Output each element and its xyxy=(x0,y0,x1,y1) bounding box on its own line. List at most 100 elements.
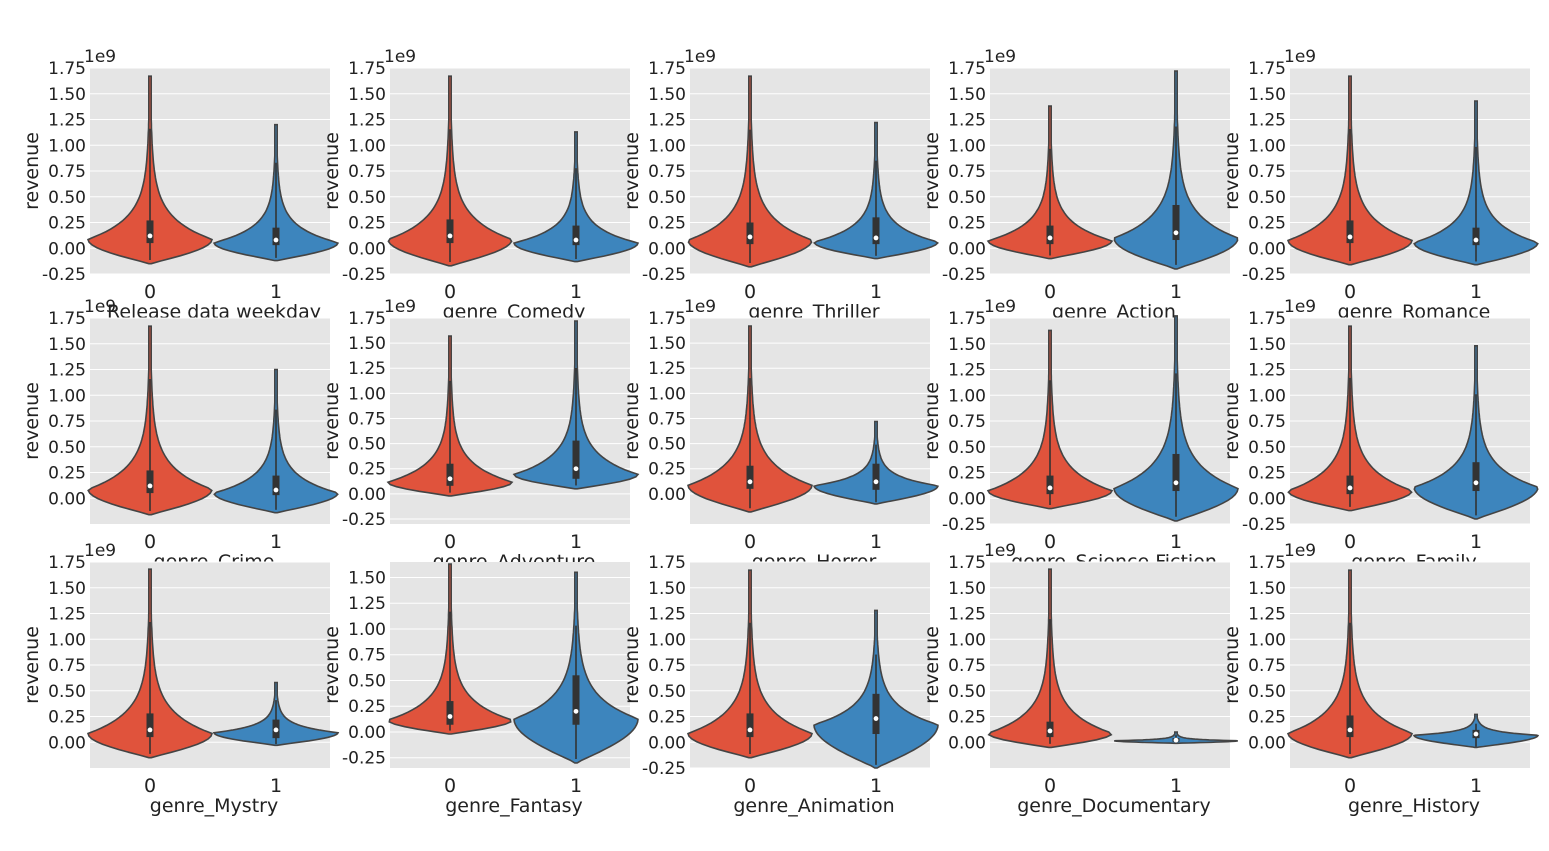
y-tick-label: 1.00 xyxy=(48,386,86,406)
y-tick-label: 0.75 xyxy=(348,409,386,429)
y-tick-label: 0.25 xyxy=(648,460,686,480)
y-axis-label: revenue xyxy=(621,382,643,460)
iqr-box xyxy=(746,713,754,738)
y-tick-label: 0.25 xyxy=(1248,708,1286,728)
median-dot xyxy=(147,727,153,733)
iqr-box xyxy=(572,675,580,725)
median-dot xyxy=(1047,235,1053,241)
y-tick-label: 0.00 xyxy=(348,723,386,743)
subplot: 1.75 1.50 1.25 1.00 0.75 0.50 0.25 0.00 -0.25 1e9… xyxy=(1221,47,1539,323)
offset-text: 1e9 xyxy=(684,297,716,317)
x-tick-label: 0 xyxy=(144,775,156,797)
subplot: 1.75 1.50 1.25 1.00 0.75 0.50 0.25 0.00 -0.25 1e9… xyxy=(321,297,640,573)
y-tick-label: 1.00 xyxy=(48,136,86,156)
x-tick-label: 1 xyxy=(1170,281,1182,303)
median-dot xyxy=(747,234,753,240)
y-tick-label: -0.25 xyxy=(42,265,86,285)
y-tick-label: 0.25 xyxy=(348,214,386,234)
iqr-box xyxy=(146,220,154,244)
median-dot xyxy=(273,487,279,493)
x-axis-label: genre_History xyxy=(1348,795,1480,817)
iqr-box xyxy=(272,227,280,246)
y-tick-label: 0.75 xyxy=(648,162,686,182)
median-dot xyxy=(1347,485,1353,491)
y-axis-label: revenue xyxy=(321,626,343,704)
y-tick-label: 1.50 xyxy=(348,85,386,105)
offset-text: 1e9 xyxy=(84,47,116,67)
y-tick-label: 0.00 xyxy=(648,733,686,753)
y-tick-label: 1.50 xyxy=(348,334,386,354)
x-tick-label: 0 xyxy=(744,531,756,553)
y-tick-label: 1.75 xyxy=(648,309,686,329)
median-dot xyxy=(873,716,879,721)
y-axis-label: revenue xyxy=(321,382,343,460)
y-tick-label: 1.75 xyxy=(648,553,686,573)
y-axis-label: revenue xyxy=(1221,626,1243,704)
y-tick-label: 0.00 xyxy=(348,485,386,505)
median-dot xyxy=(1047,485,1053,491)
iqr-box xyxy=(1472,462,1480,492)
y-tick-label: -0.25 xyxy=(942,515,986,535)
y-tick-label: 1.25 xyxy=(348,359,386,379)
y-tick-label: 1.75 xyxy=(348,309,386,329)
subplot: 1.75 1.50 1.25 1.00 0.75 0.50 0.25 0.00 -0.25 1e9… xyxy=(921,297,1239,573)
subplot: 1.50 1.25 1.00 0.75 0.50 0.25 0.00 -0.25 revenue… xyxy=(321,562,639,817)
iqr-box xyxy=(446,463,454,486)
x-tick-label: 1 xyxy=(1470,531,1482,553)
subplot: 1.75 1.50 1.25 1.00 0.75 0.50 0.25 0.00 1e9 reven… xyxy=(21,541,340,817)
iqr-box xyxy=(1172,204,1180,241)
subplot: 1.75 1.50 1.25 1.00 0.75 0.50 0.25 0.00 1e9 reven… xyxy=(621,297,940,573)
y-tick-label: 1.25 xyxy=(1248,111,1286,131)
y-tick-label: 1.50 xyxy=(48,335,86,355)
x-tick-label: 0 xyxy=(444,531,456,553)
x-tick-label: 0 xyxy=(1044,531,1056,553)
x-tick-label: 1 xyxy=(570,281,582,303)
y-tick-label: 0.50 xyxy=(48,438,86,458)
y-tick-label: 1.25 xyxy=(648,111,686,131)
y-tick-label: -0.25 xyxy=(1242,265,1286,285)
y-tick-label: 0.50 xyxy=(48,682,86,702)
y-tick-label: 0.00 xyxy=(948,489,986,509)
y-tick-label: 1.25 xyxy=(948,605,986,625)
x-tick-label: 0 xyxy=(1344,531,1356,553)
y-tick-label: 0.75 xyxy=(1248,162,1286,182)
y-tick-label: 0.75 xyxy=(348,646,386,666)
y-tick-label: 0.00 xyxy=(648,485,686,505)
y-axis-label: revenue xyxy=(21,382,43,460)
y-tick-label: -0.25 xyxy=(342,510,386,530)
median-dot xyxy=(573,708,579,714)
y-tick-label: 1.75 xyxy=(948,59,986,79)
y-tick-label: 1.00 xyxy=(648,136,686,156)
median-dot xyxy=(873,479,879,485)
y-tick-label: 1.00 xyxy=(1248,136,1286,156)
y-tick-label: 0.25 xyxy=(1248,214,1286,234)
y-tick-label: 0.50 xyxy=(348,435,386,455)
y-tick-label: 0.50 xyxy=(648,435,686,455)
iqr-box xyxy=(1472,227,1480,246)
y-tick-label: -0.25 xyxy=(642,265,686,285)
x-tick-label: 1 xyxy=(1470,281,1482,303)
iqr-box xyxy=(1346,715,1354,738)
y-tick-label: 0.50 xyxy=(648,188,686,208)
y-tick-label: 0.75 xyxy=(1248,412,1286,432)
subplot: 1.75 1.50 1.25 1.00 0.75 0.50 0.25 0.00 1e9 reven… xyxy=(21,297,339,573)
y-tick-label: 0.00 xyxy=(48,239,86,259)
iqr-box xyxy=(872,693,880,735)
x-tick-label: 0 xyxy=(144,531,156,553)
y-tick-label: 0.25 xyxy=(948,464,986,484)
median-dot xyxy=(873,235,879,241)
iqr-box xyxy=(1046,475,1054,495)
y-tick-label: 1.75 xyxy=(948,553,986,573)
iqr-box xyxy=(572,440,580,479)
iqr-box xyxy=(1346,475,1354,495)
y-tick-label: 1.00 xyxy=(348,620,386,640)
y-tick-label: 1.75 xyxy=(1248,309,1286,329)
x-axis-label: genre_Documentary xyxy=(1017,795,1211,817)
y-tick-label: 0.75 xyxy=(48,412,86,432)
x-tick-label: 1 xyxy=(1170,531,1182,553)
y-tick-label: 1.25 xyxy=(48,361,86,381)
y-tick-label: 1.25 xyxy=(648,359,686,379)
y-tick-label: 0.50 xyxy=(348,671,386,691)
y-tick-label: 1.25 xyxy=(348,594,386,614)
